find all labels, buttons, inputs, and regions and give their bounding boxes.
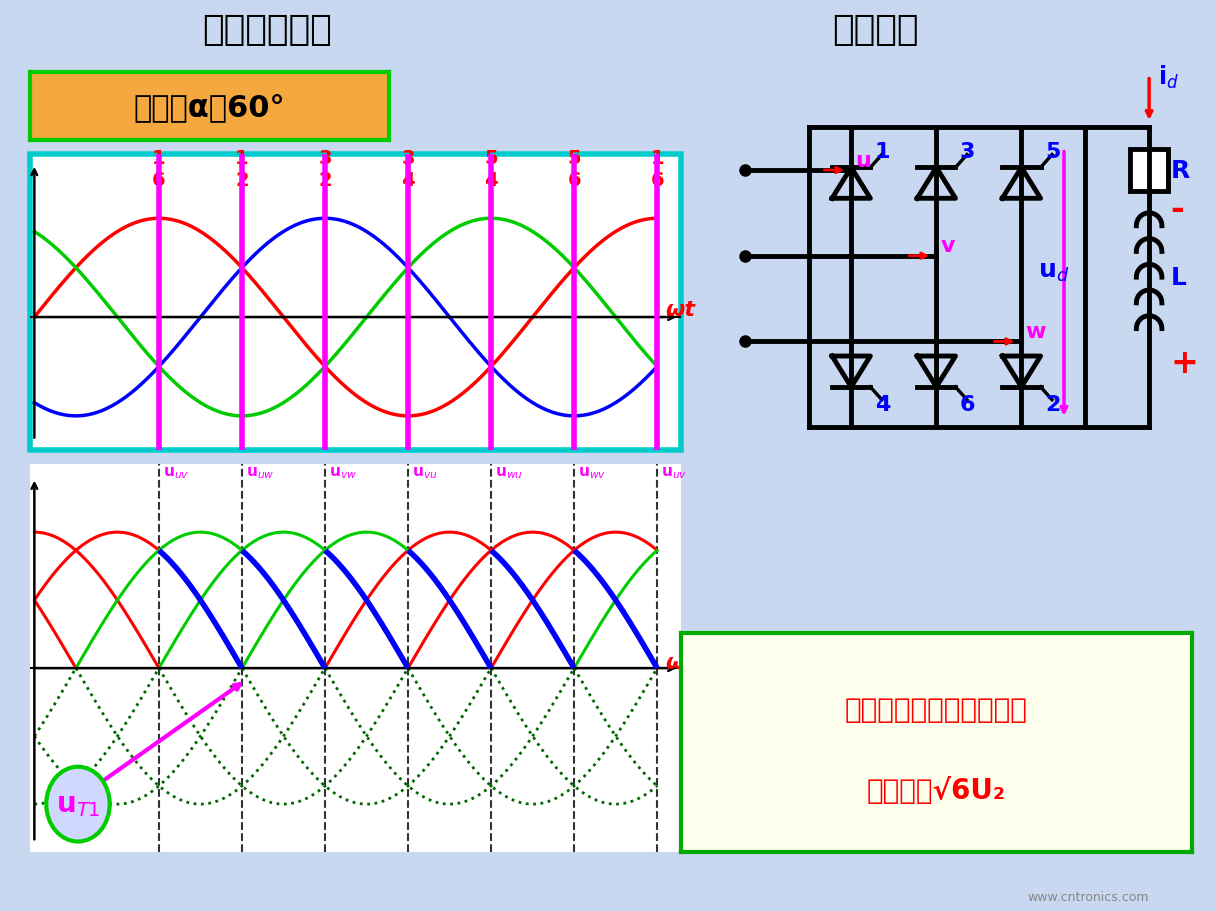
Text: 5: 5 (568, 148, 581, 168)
Text: u$_{vu}$: u$_{vu}$ (412, 466, 438, 481)
Text: 2: 2 (319, 170, 332, 189)
Text: 控制角α＝60°: 控制角α＝60° (134, 93, 286, 121)
Text: ωt: ωt (665, 652, 696, 672)
Text: 2: 2 (235, 170, 249, 189)
Text: 三相全控桥式: 三相全控桥式 (203, 13, 332, 46)
Text: +: + (1170, 347, 1198, 380)
Text: 6: 6 (568, 170, 581, 189)
Text: 5: 5 (1045, 142, 1060, 162)
Text: 6: 6 (152, 170, 165, 189)
Text: u$_{uv}$: u$_{uv}$ (662, 466, 687, 481)
Text: 晶闸管承受的最大正、反: 晶闸管承受的最大正、反 (845, 696, 1028, 723)
Text: 3: 3 (319, 148, 332, 168)
Text: 5: 5 (484, 148, 497, 168)
Text: u: u (856, 150, 872, 170)
Text: www.cntronics.com: www.cntronics.com (1028, 890, 1149, 903)
Bar (30, 155, 681, 451)
Text: u$_{uw}$: u$_{uw}$ (246, 466, 275, 481)
Text: 3: 3 (959, 142, 975, 162)
Text: 4: 4 (874, 394, 890, 415)
Text: w: w (1025, 322, 1046, 342)
Text: 1: 1 (235, 148, 249, 168)
Text: 4: 4 (484, 170, 497, 189)
Text: u$_{wu}$: u$_{wu}$ (495, 466, 523, 481)
Bar (1130, 149, 1169, 192)
Text: i$_d$: i$_d$ (1158, 64, 1178, 91)
Text: R: R (1170, 159, 1189, 183)
Text: 3: 3 (401, 148, 415, 168)
Ellipse shape (46, 767, 109, 842)
Text: ωt: ωt (665, 300, 696, 320)
Text: u$_d$: u$_d$ (1038, 260, 1070, 284)
Text: 1: 1 (651, 148, 664, 168)
Text: 6: 6 (651, 170, 664, 189)
Text: u$_{vw}$: u$_{vw}$ (330, 466, 358, 481)
Text: v: v (941, 236, 955, 256)
Text: u$_{wv}$: u$_{wv}$ (578, 466, 607, 481)
Text: 1: 1 (874, 142, 890, 162)
Text: 2: 2 (1045, 394, 1060, 415)
Text: 4: 4 (401, 170, 415, 189)
Text: L: L (1170, 266, 1187, 290)
Text: -: - (1170, 193, 1184, 226)
Text: u$_{T1}$: u$_{T1}$ (56, 790, 100, 818)
Text: 1: 1 (152, 148, 165, 168)
Text: u$_{uv}$: u$_{uv}$ (163, 466, 190, 481)
Text: 工作原理: 工作原理 (832, 13, 919, 46)
Text: 6: 6 (959, 394, 975, 415)
Text: 向压降为√6U₂: 向压降为√6U₂ (867, 776, 1006, 804)
